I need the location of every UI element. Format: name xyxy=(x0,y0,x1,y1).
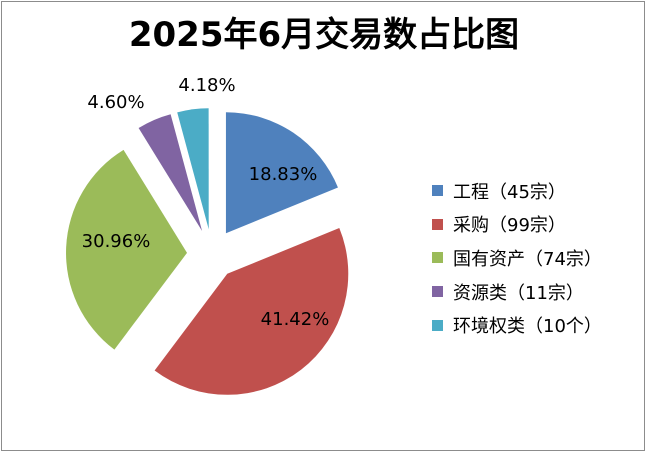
legend-swatch xyxy=(432,319,443,331)
legend-swatch xyxy=(432,218,443,230)
legend-item: 工程（45宗） xyxy=(432,174,602,208)
data-label: 41.42% xyxy=(261,309,330,330)
pie-slice xyxy=(177,108,209,230)
chart-legend: 工程（45宗） 采购（99宗） 国有资产（74宗） 资源类（11宗） 环境权类（10个） xyxy=(432,174,602,342)
legend-label: 资源类（11宗） xyxy=(453,282,584,304)
legend-label: 工程（45宗） xyxy=(453,181,566,203)
legend-item: 资源类（11宗） xyxy=(432,275,602,309)
legend-label: 环境权类（10个） xyxy=(453,316,602,338)
legend-item: 国有资产（74宗） xyxy=(432,241,602,275)
pie-slice xyxy=(138,114,203,232)
data-label: 4.60% xyxy=(87,92,144,113)
data-label: 18.83% xyxy=(249,164,318,185)
data-label: 30.96% xyxy=(82,231,151,252)
legend-item: 环境权类（10个） xyxy=(432,308,602,342)
legend-swatch xyxy=(432,252,443,264)
legend-swatch xyxy=(432,185,443,197)
legend-label: 采购（99宗） xyxy=(453,215,566,237)
data-label: 4.18% xyxy=(178,75,235,96)
legend-swatch xyxy=(432,286,443,298)
pie-slice xyxy=(225,112,338,234)
pie-slice xyxy=(154,228,349,395)
legend-item: 采购（99宗） xyxy=(432,208,602,242)
legend-label: 国有资产（74宗） xyxy=(453,248,602,270)
chart-title: 2025年6月交易数占比图 xyxy=(128,15,520,55)
pie-slice xyxy=(66,149,188,350)
